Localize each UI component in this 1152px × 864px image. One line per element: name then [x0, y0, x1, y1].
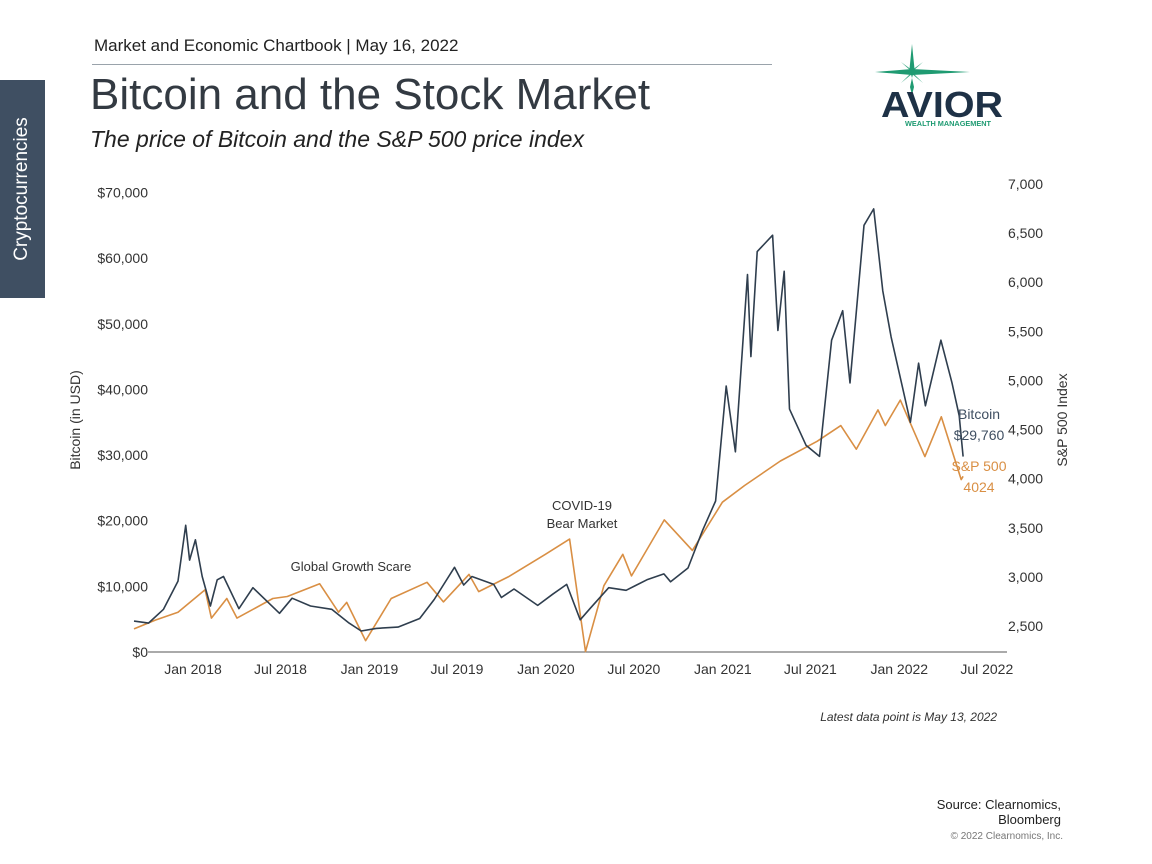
y-left-tick-label: $10,000 [97, 578, 148, 594]
page-subtitle: The price of Bitcoin and the S&P 500 pri… [90, 126, 584, 152]
logo-tagline: WEALTH MANAGEMENT [905, 121, 992, 128]
x-tick-label: Jul 2019 [430, 661, 483, 677]
y-right-tick-label: 4,000 [1008, 471, 1043, 487]
y-right-tick-label: 3,000 [1008, 569, 1043, 585]
bitcoin-last-value: $29,760 [954, 427, 1005, 443]
x-tick-label: Jan 2020 [517, 661, 575, 677]
source-note: Source: Clearnomics, Bloomberg [861, 797, 1061, 827]
logo-name: AVIOR [881, 84, 1003, 125]
bitcoin-legend-label: Bitcoin [958, 406, 1000, 422]
y-left-axis-title: Bitcoin (in USD) [67, 370, 83, 470]
y-right-axis-title: S&P 500 Index [1054, 373, 1070, 466]
annotation-covid: Bear Market [547, 516, 618, 531]
y-left-tick-label: $60,000 [97, 250, 148, 266]
y-left-tick-label: $20,000 [97, 513, 148, 529]
sp500-series-line [133, 399, 964, 653]
y-left-tick-label: $0 [132, 644, 148, 660]
page-title: Bitcoin and the Stock Market [90, 70, 651, 119]
y-right-tick-label: 6,000 [1008, 274, 1043, 290]
y-right-tick-label: 4,500 [1008, 422, 1043, 438]
avior-logo: AVIOR WEALTH MANAGEMENT [875, 44, 1003, 128]
y-left-tick-label: $40,000 [97, 381, 148, 397]
y-right-tick-label: 6,500 [1008, 225, 1043, 241]
y-left-tick-label: $70,000 [97, 185, 148, 201]
source-line-2: Bloomberg [998, 812, 1061, 827]
source-line-1: Source: Clearnomics, [936, 797, 1061, 812]
x-tick-label: Jul 2020 [607, 661, 660, 677]
x-tick-label: Jul 2022 [960, 661, 1013, 677]
sp500-legend-label: S&P 500 [951, 458, 1006, 474]
x-tick-label: Jul 2018 [254, 661, 307, 677]
latest-data-note: Latest data point is May 13, 2022 [820, 710, 997, 724]
copyright-note: © 2022 Clearnomics, Inc. [950, 831, 1063, 842]
y-right-tick-label: 5,000 [1008, 372, 1043, 388]
chartbook-header: Market and Economic Chartbook | May 16, … [94, 36, 459, 55]
y-right-tick-label: 7,000 [1008, 176, 1043, 192]
x-tick-label: Jan 2022 [870, 661, 928, 677]
x-tick-label: Jul 2021 [784, 661, 837, 677]
section-tab: Cryptocurrencies [0, 80, 45, 298]
x-tick-label: Jan 2021 [694, 661, 752, 677]
y-right-tick-label: 5,500 [1008, 323, 1043, 339]
y-left-tick-label: $30,000 [97, 447, 148, 463]
y-right-tick-label: 2,500 [1008, 618, 1043, 634]
x-tick-label: Jan 2018 [164, 661, 222, 677]
sp500-last-value: 4024 [963, 479, 994, 495]
y-right-tick-label: 3,500 [1008, 520, 1043, 536]
annotation-covid: COVID-19 [552, 498, 612, 513]
x-tick-label: Jan 2019 [341, 661, 399, 677]
annotation-global: Global Growth Scare [291, 559, 412, 574]
y-left-tick-label: $50,000 [97, 316, 148, 332]
bitcoin-series-line [133, 208, 964, 632]
star-icon [875, 44, 970, 95]
header-divider [92, 64, 772, 65]
